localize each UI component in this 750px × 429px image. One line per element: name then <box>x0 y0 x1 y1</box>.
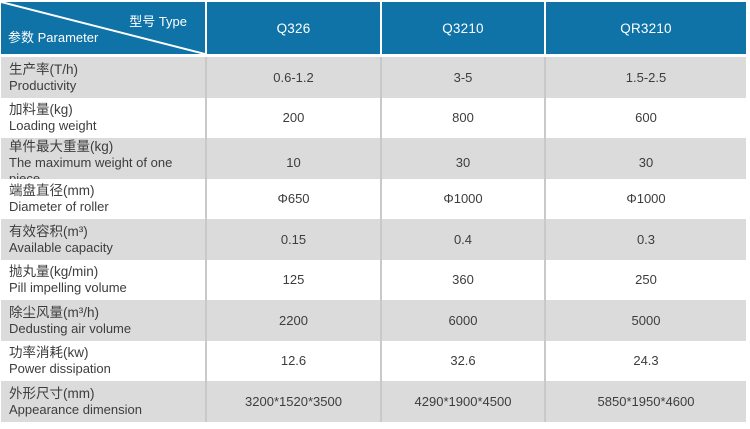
diagonal-divider-line <box>1 2 205 54</box>
value-cell: 0.6-1.2 <box>207 57 380 98</box>
corner-type-label: 型号 Type <box>129 14 187 29</box>
parameter-label-en: Pill impelling volume <box>9 280 127 296</box>
value-cell: 600 <box>546 97 746 138</box>
table-row-pill-impelling: 抛丸量(kg/min) Pill impelling volume 125 36… <box>1 259 746 300</box>
value-cell: 360 <box>382 259 544 300</box>
parameter-label-en: Available capacity <box>9 239 113 255</box>
parameter-label-zh: 抛丸量(kg/min) <box>9 264 99 280</box>
value-cell: 0.4 <box>382 219 544 260</box>
table-body: 生产率(T/h) Productivity 0.6-1.2 3-5 1.5-2.… <box>1 57 746 422</box>
parameter-label-zh: 有效容积(m³) <box>9 223 88 239</box>
value-cell: Φ650 <box>207 178 380 219</box>
value-cell: 200 <box>207 97 380 138</box>
parameter-cell: 加料量(kg) Loading weight <box>1 97 205 138</box>
value-cell: 3-5 <box>382 57 544 98</box>
parameter-cell: 有效容积(m³) Available capacity <box>1 219 205 260</box>
value-cell: 0.15 <box>207 219 380 260</box>
table-row-productivity: 生产率(T/h) Productivity 0.6-1.2 3-5 1.5-2.… <box>1 57 746 98</box>
column-header-q326: Q326 <box>207 2 380 54</box>
value-cell: 1.5-2.5 <box>546 57 746 98</box>
value-cell: Φ1000 <box>382 178 544 219</box>
parameter-label-zh: 功率消耗(kw) <box>9 345 89 361</box>
value-cell: 5850*1950*4600 <box>546 381 746 422</box>
table-row-loading-weight: 加料量(kg) Loading weight 200 800 600 <box>1 97 746 138</box>
parameter-label-zh: 端盘直径(mm) <box>9 183 95 199</box>
value-cell: 250 <box>546 259 746 300</box>
table-row-appearance-dimension: 外形尺寸(mm) Appearance dimension 3200*1520*… <box>1 381 746 422</box>
parameter-cell: 功率消耗(kw) Power dissipation <box>1 340 205 381</box>
value-cell: 3200*1520*3500 <box>207 381 380 422</box>
table-row-roller-diameter: 端盘直径(mm) Diameter of roller Φ650 Φ1000 Φ… <box>1 178 746 219</box>
corner-parameter-label: 参数 Parameter <box>8 30 99 45</box>
column-header-qr3210: QR3210 <box>546 2 746 54</box>
parameter-label-en: Dedusting air volume <box>9 320 132 336</box>
value-cell: 32.6 <box>382 340 544 381</box>
parameter-label-en: Power dissipation <box>9 361 111 377</box>
parameter-label-en: Productivity <box>9 77 77 93</box>
parameter-label-en: Loading weight <box>9 118 97 134</box>
parameter-label-en: Diameter of roller <box>9 199 109 215</box>
spec-table: 型号 Type 参数 Parameter Q326 Q3210 QR3210 生… <box>1 2 746 422</box>
column-header-q3210: Q3210 <box>382 2 544 54</box>
parameter-cell: 除尘风量(m³/h) Dedusting air volume <box>1 300 205 341</box>
value-cell: 12.6 <box>207 340 380 381</box>
value-cell: 125 <box>207 259 380 300</box>
parameter-cell: 端盘直径(mm) Diameter of roller <box>1 178 205 219</box>
value-cell: 5000 <box>546 300 746 341</box>
table-row-max-weight: 单件最大重量(kg) The maximum weight of one pie… <box>1 138 746 187</box>
parameter-label-zh: 外形尺寸(mm) <box>9 385 95 401</box>
value-cell: 4290*1900*4500 <box>382 381 544 422</box>
parameter-cell: 外形尺寸(mm) Appearance dimension <box>1 381 205 422</box>
value-cell: 800 <box>382 97 544 138</box>
value-cell: Φ1000 <box>546 178 746 219</box>
corner-header-cell: 型号 Type 参数 Parameter <box>1 2 205 54</box>
parameter-cell: 抛丸量(kg/min) Pill impelling volume <box>1 259 205 300</box>
table-row-power-dissipation: 功率消耗(kw) Power dissipation 12.6 32.6 24.… <box>1 340 746 381</box>
parameter-label-zh: 生产率(T/h) <box>9 61 78 77</box>
parameter-label-en: Appearance dimension <box>9 401 142 417</box>
parameter-label-zh: 加料量(kg) <box>9 102 73 118</box>
value-cell: 24.3 <box>546 340 746 381</box>
table-row-dedusting-air: 除尘风量(m³/h) Dedusting air volume 2200 600… <box>1 300 746 341</box>
table-row-available-capacity: 有效容积(m³) Available capacity 0.15 0.4 0.3 <box>1 219 746 260</box>
parameter-label-zh: 除尘风量(m³/h) <box>9 304 99 320</box>
parameter-cell: 生产率(T/h) Productivity <box>1 57 205 98</box>
value-cell: 2200 <box>207 300 380 341</box>
value-cell: 0.3 <box>546 219 746 260</box>
table-header-row: 型号 Type 参数 Parameter Q326 Q3210 QR3210 <box>1 2 746 54</box>
parameter-label-zh: 单件最大重量(kg) <box>9 139 114 154</box>
value-cell: 6000 <box>382 300 544 341</box>
